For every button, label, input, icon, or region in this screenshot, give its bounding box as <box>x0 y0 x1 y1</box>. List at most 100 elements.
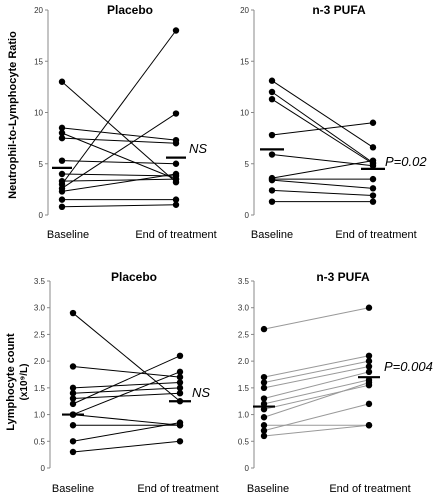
paired-line <box>271 80 374 148</box>
paired-line <box>72 371 181 416</box>
paired-line <box>72 382 181 389</box>
y-tick-label: 20 <box>34 6 43 15</box>
panel-title: n-3 PUFA <box>316 270 370 284</box>
y-axis-unit: (x10⁹/L) <box>19 364 30 401</box>
end-point <box>176 384 184 392</box>
panel-title: Placebo <box>111 270 157 284</box>
y-tick-label: 0 <box>245 211 250 220</box>
y-axis-label: Neutrophil-to-Lymphocyte Ratio <box>7 31 19 199</box>
end-point <box>369 185 377 192</box>
paired-line <box>72 387 181 394</box>
end-point <box>365 357 373 365</box>
paired-line <box>72 355 181 405</box>
end-point <box>172 170 180 178</box>
paired-line <box>263 365 370 389</box>
significance-annotation: NS <box>192 385 210 400</box>
paired-line <box>271 98 374 165</box>
x-category-label: End of treatment <box>329 483 410 495</box>
end-point <box>172 110 180 117</box>
paired-line <box>61 132 177 180</box>
baseline-point <box>69 384 77 392</box>
paired-line <box>263 371 370 400</box>
paired-line <box>271 91 374 164</box>
paired-line <box>61 113 177 189</box>
x-category-label: End of treatment <box>135 229 216 241</box>
baseline-point <box>268 151 276 158</box>
x-category-label: Baseline <box>47 229 89 241</box>
baseline-point <box>268 187 276 194</box>
paired-line <box>263 307 370 330</box>
paired-line <box>263 424 370 437</box>
end-point <box>365 368 373 376</box>
paired-line <box>72 440 181 453</box>
paired-line <box>263 384 370 410</box>
end-point <box>365 304 373 311</box>
paired-line <box>72 312 181 402</box>
panel-title: n-3 PUFA <box>312 3 366 17</box>
paired-line <box>61 30 177 185</box>
end-point <box>369 198 377 205</box>
paired-line <box>61 178 177 182</box>
y-tick-label: 1.5 <box>238 384 250 393</box>
baseline-point <box>69 309 77 317</box>
baseline-point <box>58 134 66 142</box>
panel-lymph-pufa: n-3 PUFA Baseline End of treatment P=0.0… <box>238 270 433 495</box>
end-point <box>176 373 184 381</box>
paired-line <box>72 422 181 442</box>
end-point <box>176 352 184 359</box>
paired-line <box>61 127 177 141</box>
paired-line <box>72 414 181 426</box>
baseline-point <box>58 170 66 178</box>
y-tick-label: 20 <box>240 6 249 15</box>
paired-line <box>263 382 370 418</box>
baseline-point <box>58 196 66 203</box>
baseline-point <box>69 400 77 408</box>
baseline-point <box>260 427 268 434</box>
y-tick-label: 5 <box>245 160 250 169</box>
paired-line <box>72 392 181 400</box>
baseline-point <box>268 77 276 84</box>
y-tick-label: 1.0 <box>238 411 250 420</box>
baseline-point <box>260 395 268 402</box>
paired-line <box>271 122 374 136</box>
baseline-point <box>268 88 276 96</box>
paired-line <box>271 179 374 189</box>
baseline-point <box>268 131 276 139</box>
panel-lymph-placebo: Placebo Lymphocyte count (x10⁹/L) Baseli… <box>5 270 219 495</box>
baseline-point <box>260 373 268 381</box>
y-axis-label: Lymphocyte count <box>5 333 17 431</box>
paired-line <box>61 204 177 208</box>
baseline-point <box>260 422 268 429</box>
significance-annotation: P=0.02 <box>385 154 427 169</box>
y-tick-label: 1.5 <box>34 384 46 393</box>
end-point <box>176 368 184 376</box>
paired-line <box>271 160 374 179</box>
baseline-point <box>268 95 276 103</box>
baseline-point <box>58 78 66 85</box>
paired-line <box>263 360 370 384</box>
paired-line <box>271 189 374 197</box>
baseline-point <box>268 198 276 205</box>
y-tick-label: 2.5 <box>238 330 250 339</box>
baseline-point <box>260 414 268 421</box>
y-tick-label: 3.0 <box>238 304 250 313</box>
end-point <box>369 144 377 151</box>
baseline-point <box>58 129 66 137</box>
y-tick-label: 15 <box>34 57 43 66</box>
baseline-point <box>58 124 66 132</box>
panel-nlr-pufa: n-3 PUFA Baseline End of treatment P=0.0… <box>240 3 427 241</box>
end-point <box>365 379 373 386</box>
end-point <box>176 379 184 386</box>
significance-annotation: P=0.004 <box>384 359 433 374</box>
y-tick-label: 0.5 <box>34 437 46 446</box>
end-point <box>172 201 180 208</box>
y-tick-label: 3.5 <box>238 277 250 286</box>
baseline-point <box>69 363 77 370</box>
panel-title: Placebo <box>107 3 153 17</box>
baseline-point <box>260 432 268 440</box>
baseline-point <box>58 157 66 164</box>
end-point <box>365 363 373 370</box>
x-category-label: End of treatment <box>335 229 416 241</box>
x-category-label: Baseline <box>52 483 94 495</box>
